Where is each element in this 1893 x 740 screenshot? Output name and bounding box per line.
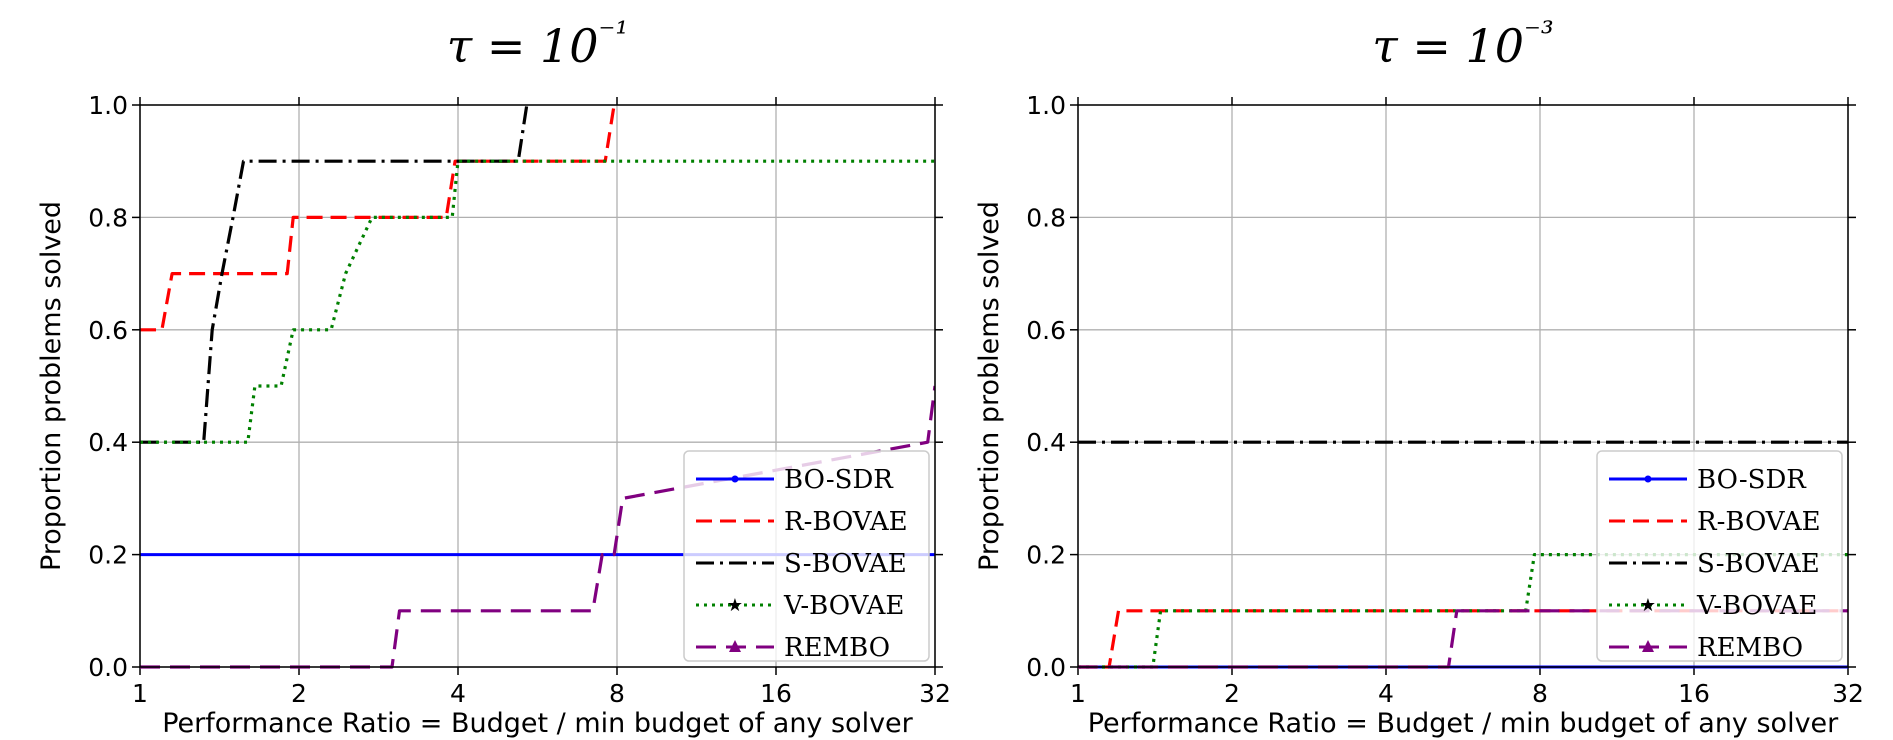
x-tick-label: 16 — [1678, 679, 1710, 708]
y-tick-label: 0.4 — [1026, 428, 1066, 457]
series-line-v-bovae — [140, 159, 935, 444]
legend-marker — [731, 475, 739, 483]
y-tick-label: 0.0 — [1026, 653, 1066, 682]
x-tick-label: 1 — [132, 679, 148, 708]
legend-label: R-BOVAE — [784, 507, 908, 537]
legend-label: BO-SDR — [1697, 465, 1807, 495]
x-axis-label: Performance Ratio = Budget / min budget … — [162, 708, 913, 739]
x-axis-label: Performance Ratio = Budget / min budget … — [1088, 708, 1839, 739]
legend-label: V-BOVAE — [783, 591, 904, 621]
x-tick-label: 16 — [760, 679, 792, 708]
x-tick-label: 4 — [450, 679, 466, 708]
x-tick-label: 32 — [1832, 679, 1864, 708]
legend: BO-SDR R-BOVAE S-BOVAE ★ V-BOVAE REMBO — [1596, 450, 1843, 663]
x-tick-label: 8 — [609, 679, 625, 708]
legend-label: V-BOVAE — [1696, 591, 1817, 621]
y-axis-label: Proportion problems solved — [974, 201, 1005, 571]
y-tick-label: 0.4 — [88, 428, 128, 457]
axes-frame — [139, 104, 936, 668]
legend-marker — [729, 640, 741, 652]
x-tick-label: 2 — [1224, 679, 1240, 708]
legend-label: S-BOVAE — [784, 549, 907, 579]
legend-label: BO-SDR — [784, 465, 894, 495]
panel-title: τ = 10⁻³ — [1372, 14, 1554, 73]
panel-title: τ = 10⁻¹ — [447, 14, 629, 73]
series-line-rembo — [140, 385, 935, 669]
x-tick-label: 1 — [1070, 679, 1086, 708]
series-line-s-bovae — [140, 104, 529, 444]
y-tick-label: 0.2 — [1026, 541, 1066, 570]
legend-label: S-BOVAE — [1697, 549, 1820, 579]
x-tick-label: 8 — [1532, 679, 1548, 708]
y-tick-label: 0.8 — [1026, 203, 1066, 232]
y-tick-label: 0.6 — [1026, 316, 1066, 345]
legend-marker: ★ — [1640, 595, 1656, 615]
legend-marker — [1644, 475, 1652, 483]
legend-label: REMBO — [1697, 633, 1803, 663]
legend-box — [1596, 450, 1843, 662]
legend-label: R-BOVAE — [1697, 507, 1821, 537]
y-axis-label: Proportion problems solved — [36, 201, 67, 571]
y-tick-label: 0.8 — [88, 203, 128, 232]
legend-box — [683, 450, 930, 662]
y-tick-label: 1.0 — [1026, 91, 1066, 120]
y-tick-label: 0.2 — [88, 541, 128, 570]
legend: BO-SDR R-BOVAE S-BOVAE ★ V-BOVAE REMBO — [683, 450, 930, 663]
x-tick-label: 4 — [1378, 679, 1394, 708]
chart-panel-1: 1 2 4 8 16 32 0.0 0.2 0.4 0.6 0.8 1.0 Performance Ra… — [36, 14, 951, 739]
legend-marker: ★ — [727, 595, 743, 615]
legend-label: REMBO — [784, 633, 890, 663]
series-line-v-bovae — [1078, 552, 1848, 669]
y-tick-label: 0.6 — [88, 316, 128, 345]
chart-panel-2: 1 2 4 8 16 32 0.0 0.2 0.4 0.6 0.8 1.0 Performance Ra… — [974, 14, 1864, 739]
y-tick-label: 0.0 — [88, 653, 128, 682]
legend-marker — [1642, 640, 1654, 652]
x-tick-label: 2 — [291, 679, 307, 708]
x-tick-label: 32 — [919, 679, 951, 708]
axes-frame — [1077, 104, 1849, 668]
y-tick-label: 1.0 — [88, 91, 128, 120]
